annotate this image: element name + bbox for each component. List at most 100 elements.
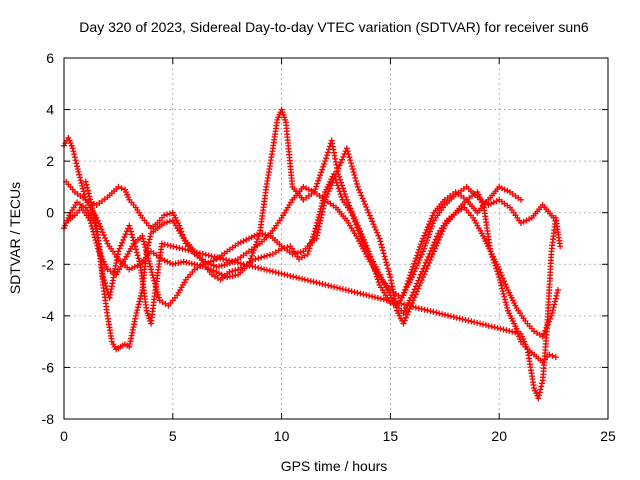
data-point-marker: [243, 236, 250, 243]
data-point-marker: [310, 231, 317, 238]
data-point-marker: [237, 239, 244, 246]
data-point-marker: [136, 298, 143, 305]
data-point-marker: [360, 291, 367, 298]
data-point-marker: [102, 283, 109, 290]
data-point-marker: [211, 253, 218, 260]
data-point-marker: [548, 312, 555, 319]
data-point-marker: [131, 263, 138, 270]
data-point-marker: [474, 319, 481, 326]
data-point-marker: [261, 253, 268, 260]
data-point-marker: [407, 303, 414, 310]
data-point-marker: [142, 246, 149, 253]
data-point-marker: [196, 250, 203, 257]
data-point-marker: [493, 198, 500, 205]
y-tick-label: 4: [46, 102, 54, 118]
data-point-marker: [427, 308, 434, 315]
data-point-marker: [431, 239, 438, 246]
data-point-marker: [382, 256, 389, 263]
data-point-marker: [130, 237, 137, 244]
data-point-marker: [319, 197, 326, 204]
data-point-marker: [163, 211, 170, 218]
data-point-marker: [272, 269, 279, 276]
y-tick-label: 2: [46, 153, 54, 169]
data-point-marker: [409, 303, 416, 310]
data-point-marker: [436, 310, 443, 317]
y-axis-label: SDTVAR / TECUs: [7, 182, 23, 294]
data-point-marker: [436, 234, 443, 241]
data-point-marker: [228, 258, 235, 265]
data-point-marker: [82, 178, 89, 185]
data-point-marker: [290, 273, 297, 280]
data-point-marker: [210, 262, 217, 269]
data-point-marker: [538, 383, 545, 390]
data-point-marker: [91, 213, 98, 220]
data-point-marker: [301, 276, 308, 283]
data-point-marker: [417, 271, 424, 278]
data-point-marker: [423, 239, 430, 246]
data-point-marker: [417, 243, 424, 250]
data-point-marker: [442, 311, 449, 318]
data-point-marker: [90, 210, 97, 217]
data-point-marker: [73, 160, 80, 167]
data-point-marker: [488, 200, 495, 207]
data-point-marker: [424, 256, 431, 263]
data-point-marker: [278, 270, 285, 277]
data-point-marker: [205, 252, 212, 259]
data-point-marker: [389, 298, 396, 305]
data-point-marker: [248, 234, 255, 241]
data-point-marker: [538, 380, 545, 387]
data-point-marker: [423, 237, 430, 244]
data-point-marker: [214, 254, 221, 261]
data-point-marker: [305, 186, 312, 193]
data-point-marker: [166, 218, 173, 225]
data-point-marker: [348, 288, 355, 295]
data-point-marker: [155, 294, 162, 301]
data-point-marker: [554, 287, 561, 294]
data-point-marker: [414, 252, 421, 259]
data-point-marker: [309, 236, 316, 243]
data-point-marker: [321, 160, 328, 167]
data-point-marker: [349, 212, 356, 219]
data-point-marker: [296, 275, 303, 282]
data-point-marker: [145, 255, 152, 262]
data-point-marker: [74, 166, 81, 173]
data-point-marker: [231, 259, 238, 266]
x-tick-label: 20: [491, 428, 507, 444]
data-point-marker: [366, 212, 373, 219]
data-point-marker: [353, 177, 360, 184]
data-point-marker: [92, 216, 99, 223]
data-point-marker: [425, 253, 432, 260]
series-track-4: [65, 171, 561, 340]
data-point-marker: [181, 237, 188, 244]
series-track-5: [82, 178, 564, 402]
data-point-marker: [427, 225, 434, 232]
data-point-marker: [316, 280, 323, 287]
data-point-marker: [115, 248, 122, 255]
data-point-marker: [363, 203, 370, 210]
x-tick-label: 10: [274, 428, 290, 444]
data-point-marker: [546, 351, 553, 358]
data-point-marker: [147, 263, 154, 270]
data-point-marker: [74, 163, 81, 170]
plot-frame: [63, 57, 609, 420]
data-point-marker: [498, 272, 505, 279]
data-point-marker: [354, 289, 361, 296]
data-point-marker: [362, 201, 369, 208]
data-point-marker: [374, 294, 381, 301]
y-tick-label: -8: [42, 411, 55, 427]
data-point-marker: [551, 301, 558, 308]
data-point-marker: [515, 330, 522, 337]
data-point-marker: [319, 166, 326, 173]
data-point-marker: [339, 156, 346, 163]
x-tick-label: 25: [600, 428, 616, 444]
data-point-marker: [251, 232, 258, 239]
data-point-marker: [453, 314, 460, 321]
data-point-marker: [409, 292, 416, 299]
data-point-marker: [337, 191, 344, 198]
data-point-marker: [136, 258, 143, 265]
data-point-marker: [422, 242, 429, 249]
data-point-marker: [414, 280, 421, 287]
data-point-marker: [369, 293, 376, 300]
data-point-marker: [344, 148, 351, 155]
